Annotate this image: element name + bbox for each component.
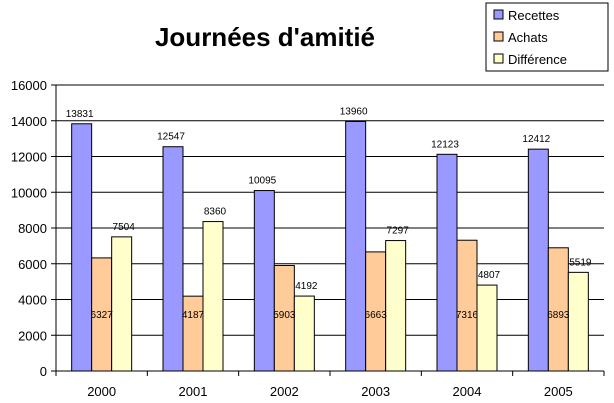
data-label: 5903: [273, 310, 296, 321]
data-label: 7297: [387, 226, 410, 237]
legend-box: [485, 2, 609, 72]
y-axis-ticks: 0 2000 4000 6000 8000 10000 12000 14000 16000: [11, 78, 56, 379]
legend-swatch-achats: [493, 31, 504, 42]
x-tick-label: 2005: [544, 384, 573, 399]
data-label: 13960: [340, 106, 368, 117]
y-tick-label: 12000: [11, 150, 47, 165]
legend-label: Recettes: [508, 8, 560, 23]
bar-recettes-2000: [71, 123, 93, 372]
x-tick-label: 2003: [361, 384, 390, 399]
bar-différence-2005: [567, 271, 589, 372]
data-labels: 13831 6327 7504 12547 4187 8360 10095 5903 4192 1…: [66, 106, 592, 320]
data-label: 12123: [431, 139, 459, 150]
bar-différence-2002: [293, 295, 315, 372]
data-label: 7316: [456, 310, 479, 321]
data-label: 12412: [522, 134, 550, 145]
legend-swatch-différence: [493, 53, 504, 64]
y-tick-label: 8000: [18, 221, 47, 236]
axes: [55, 85, 604, 372]
legend-label: Différence: [508, 52, 567, 67]
data-label: 4807: [478, 270, 501, 281]
x-axis-ticks: 2000 2001 2002 2003 2004 2005: [55, 371, 605, 399]
bar-recettes-2001: [162, 146, 184, 372]
bar-recettes-2002: [253, 190, 275, 372]
x-tick-label: 2000: [87, 384, 116, 399]
data-label: 7504: [113, 222, 136, 233]
legend: Recettes Achats Différence: [485, 2, 609, 72]
bar-différence-2004: [476, 284, 498, 372]
bar-achats-2001: [182, 295, 204, 372]
data-label: 13831: [66, 109, 94, 120]
y-tick-label: 14000: [11, 114, 47, 129]
chart-title: Journées d'amitié: [155, 22, 375, 52]
data-label: 6663: [365, 310, 388, 321]
bar-marks: [71, 120, 589, 372]
bar-recettes-2003: [345, 120, 367, 372]
y-tick-label: 6000: [18, 257, 47, 272]
data-label: 6893: [547, 310, 570, 321]
x-tick-label: 2002: [270, 384, 299, 399]
y-tick-label: 16000: [11, 78, 47, 93]
data-label: 4192: [295, 281, 318, 292]
bar-recettes-2004: [436, 153, 458, 372]
y-tick-label: 2000: [18, 328, 47, 343]
bar-recettes-2005: [527, 148, 549, 372]
legend-swatch-recettes: [493, 9, 504, 20]
bar-différence-2000: [111, 236, 133, 372]
x-tick-label: 2004: [453, 384, 482, 399]
legend-label: Achats: [508, 30, 548, 45]
y-tick-label: 4000: [18, 293, 47, 308]
data-label: 12547: [157, 132, 185, 143]
bar-différence-2001: [202, 221, 224, 372]
bar-achats-2004: [456, 239, 478, 372]
y-tick-label: 10000: [11, 185, 47, 200]
gridlines: [56, 84, 604, 336]
data-label: 6327: [91, 310, 114, 321]
x-tick-label: 2001: [179, 384, 208, 399]
data-label: 4187: [182, 310, 205, 321]
data-label: 5519: [569, 257, 592, 268]
data-label: 10095: [248, 176, 276, 187]
y-tick-label: 0: [40, 364, 47, 379]
data-label: 8360: [204, 207, 227, 218]
bar-différence-2003: [385, 240, 407, 372]
